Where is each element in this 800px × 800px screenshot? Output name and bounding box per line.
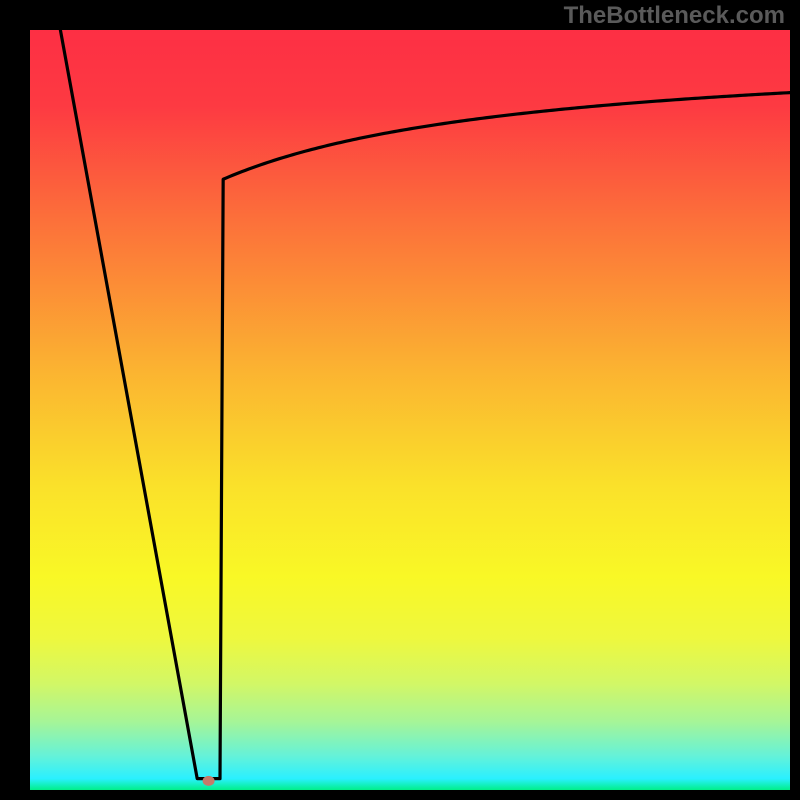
- chart-background-gradient: [30, 30, 790, 790]
- watermark-text: TheBottleneck.com: [564, 2, 785, 30]
- chart-container: TheBottleneck.com: [0, 0, 800, 800]
- optimum-marker: [203, 776, 215, 786]
- bottleneck-curve-chart: [30, 30, 790, 790]
